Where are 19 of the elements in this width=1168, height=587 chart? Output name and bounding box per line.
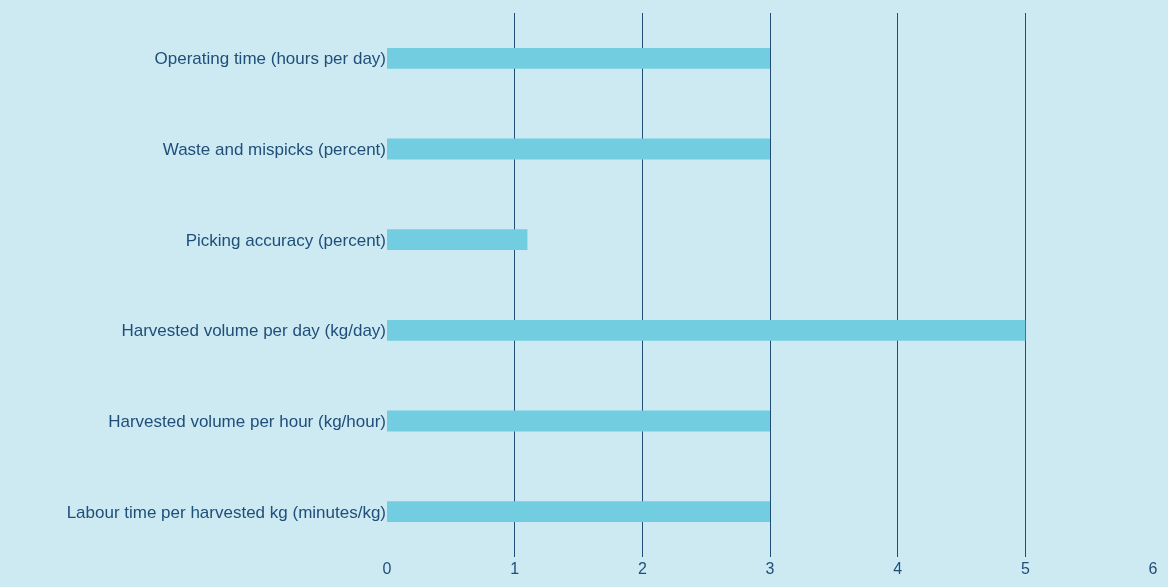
y-tick-label: Labour time per harvested kg (minutes/kg) <box>66 502 386 522</box>
y-tick-label: Operating time (hours per day) <box>154 49 386 69</box>
x-tick-label: 1 <box>510 560 520 577</box>
y-tick-label: Picking accuracy (percent) <box>185 230 386 250</box>
y-tick-label: Harvested volume per hour (kg/hour) <box>108 411 386 431</box>
x-tick-label: 0 <box>382 560 392 577</box>
y-tick-label: Harvested volume per day (kg/day) <box>121 321 386 341</box>
y-tick-label: Waste and mispicks (percent) <box>162 139 386 159</box>
x-tick-label: 3 <box>765 560 775 577</box>
x-tick-label: 5 <box>1020 560 1030 577</box>
x-tick-label: 4 <box>893 560 903 577</box>
bar <box>387 319 1026 341</box>
bar <box>387 410 770 432</box>
bar <box>387 501 770 523</box>
x-tick-label: 6 <box>1148 560 1158 577</box>
bar <box>387 47 770 69</box>
bar <box>387 138 770 160</box>
x-tick-label: 2 <box>637 560 647 577</box>
bar <box>387 229 528 251</box>
